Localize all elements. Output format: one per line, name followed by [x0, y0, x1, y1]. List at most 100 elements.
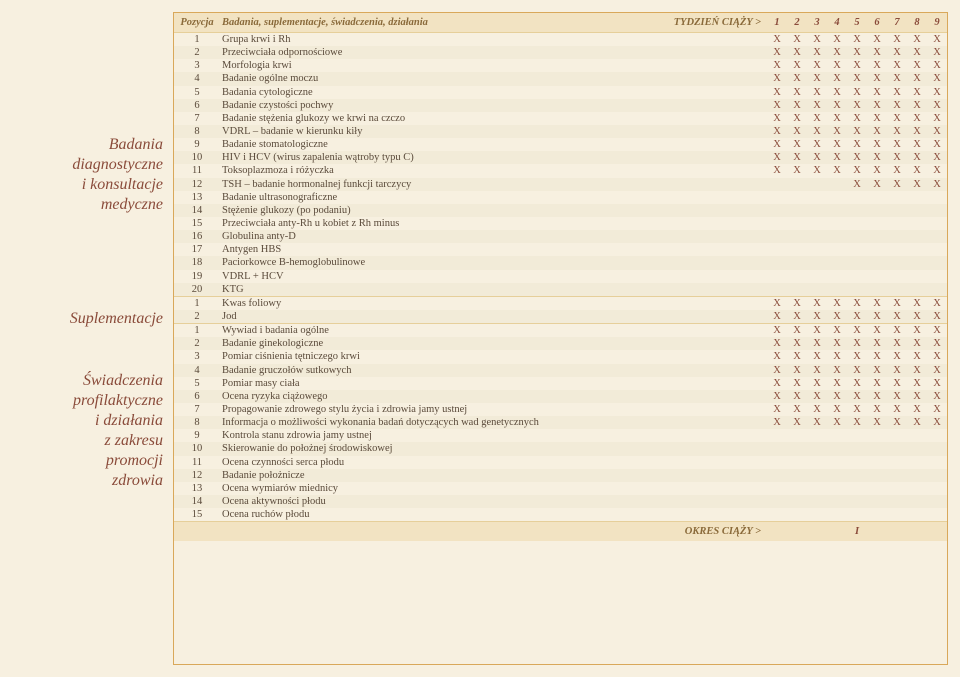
row-title: KTG	[220, 283, 651, 296]
row-title: TSH – badanie hormonalnej funkcji tarczy…	[220, 178, 651, 191]
mark-cell: X	[847, 364, 867, 377]
mark-cell: X	[807, 46, 827, 59]
table-row: 1Kwas foliowyXXXXXXXXX	[174, 297, 947, 310]
mark-cell: X	[787, 86, 807, 99]
row-title: Badanie stomatologiczne	[220, 138, 651, 151]
mark-cell: X	[867, 350, 887, 363]
mark-cell: X	[867, 310, 887, 323]
mark-cell: X	[827, 416, 847, 429]
mark-cell: X	[847, 112, 867, 125]
row-number: 12	[174, 469, 220, 482]
table-row: 14Ocena aktywności płodu	[174, 495, 947, 508]
table-row: 3Morfologia krwiXXXXXXXXX	[174, 59, 947, 72]
mark-cell: X	[867, 377, 887, 390]
row-title: Stężenie glukozy (po podaniu)	[220, 204, 651, 217]
mark-cell: X	[767, 390, 787, 403]
sidebar-section-label: Badaniadiagnostycznei konsultacjemedyczn…	[72, 135, 163, 215]
row-number: 6	[174, 99, 220, 112]
row-number: 5	[174, 86, 220, 99]
row-title: Ocena ruchów płodu	[220, 508, 651, 521]
mark-cell: X	[827, 377, 847, 390]
header-pozycja: Pozycja	[174, 16, 220, 29]
mark-cell: X	[847, 125, 867, 138]
header-week: 4	[827, 16, 847, 29]
header-week: 2	[787, 16, 807, 29]
row-number: 8	[174, 416, 220, 429]
mark-cell: X	[787, 164, 807, 177]
mark-cell: X	[927, 416, 947, 429]
row-title: Badanie ultrasonograficzne	[220, 191, 651, 204]
row-number: 11	[174, 456, 220, 469]
mark-cell: X	[807, 99, 827, 112]
mark-cell: X	[907, 138, 927, 151]
mark-cell: X	[767, 337, 787, 350]
mark-cell: X	[827, 310, 847, 323]
row-title: Kwas foliowy	[220, 297, 651, 310]
mark-cell: X	[867, 112, 887, 125]
mark-cell: X	[807, 112, 827, 125]
mark-cell: X	[827, 125, 847, 138]
mark-cell: X	[807, 86, 827, 99]
mark-cell: X	[907, 99, 927, 112]
mark-cell: X	[907, 390, 927, 403]
mark-cell: X	[887, 324, 907, 337]
mark-cell: X	[907, 377, 927, 390]
mark-cell: X	[787, 337, 807, 350]
mark-cell: X	[787, 297, 807, 310]
mark-cell: X	[767, 138, 787, 151]
mark-cell: X	[887, 125, 907, 138]
mark-cell: X	[767, 324, 787, 337]
row-number: 4	[174, 364, 220, 377]
table-row: 1Grupa krwi i RhXXXXXXXXX	[174, 33, 947, 46]
mark-cell: X	[907, 324, 927, 337]
table-row: 13Ocena wymiarów miednicy	[174, 482, 947, 495]
row-title: Ocena wymiarów miednicy	[220, 482, 651, 495]
table-row: 19VDRL + HCV	[174, 270, 947, 283]
table-header: PozycjaBadania, suplementacje, świadczen…	[174, 13, 947, 33]
mark-cell: X	[867, 403, 887, 416]
row-title: Toksoplazmoza i różyczka	[220, 164, 651, 177]
mark-cell: X	[887, 164, 907, 177]
row-number: 2	[174, 337, 220, 350]
mark-cell: X	[827, 46, 847, 59]
table-row: 7Badanie stężenia glukozy we krwi na czc…	[174, 112, 947, 125]
mark-cell: X	[767, 151, 787, 164]
mark-cell: X	[927, 46, 947, 59]
table-row: 5Badania cytologiczneXXXXXXXXX	[174, 86, 947, 99]
header-week: 5	[847, 16, 867, 29]
mark-cell: X	[847, 297, 867, 310]
mark-cell: X	[787, 112, 807, 125]
mark-cell: X	[827, 72, 847, 85]
table-row: 4Badanie ogólne moczuXXXXXXXXX	[174, 72, 947, 85]
mark-cell: X	[827, 99, 847, 112]
mark-cell: X	[827, 164, 847, 177]
mark-cell: X	[827, 59, 847, 72]
mark-cell: X	[807, 403, 827, 416]
mark-cell: X	[807, 138, 827, 151]
table-row: 10Skierowanie do położnej środowiskowej	[174, 442, 947, 455]
mark-cell: X	[927, 112, 947, 125]
mark-cell: X	[887, 416, 907, 429]
mark-cell: X	[907, 350, 927, 363]
row-title: HIV i HCV (wirus zapalenia wątroby typu …	[220, 151, 651, 164]
header-week: 9	[927, 16, 947, 29]
row-title: Badanie położnicze	[220, 469, 651, 482]
header-week: 7	[887, 16, 907, 29]
mark-cell: X	[787, 59, 807, 72]
mark-cell: X	[907, 59, 927, 72]
mark-cell: X	[787, 151, 807, 164]
mark-cell: X	[907, 337, 927, 350]
mark-cell: X	[887, 59, 907, 72]
mark-cell: X	[907, 112, 927, 125]
mark-cell: X	[847, 151, 867, 164]
mark-cell: X	[767, 364, 787, 377]
mark-cell: X	[927, 350, 947, 363]
row-title: Badanie ogólne moczu	[220, 72, 651, 85]
mark-cell: X	[867, 297, 887, 310]
mark-cell: X	[807, 337, 827, 350]
mark-cell: X	[767, 310, 787, 323]
table-row: 9Badanie stomatologiczneXXXXXXXXX	[174, 138, 947, 151]
row-number: 1	[174, 297, 220, 310]
mark-cell: X	[927, 72, 947, 85]
row-title: Skierowanie do położnej środowiskowej	[220, 442, 651, 455]
